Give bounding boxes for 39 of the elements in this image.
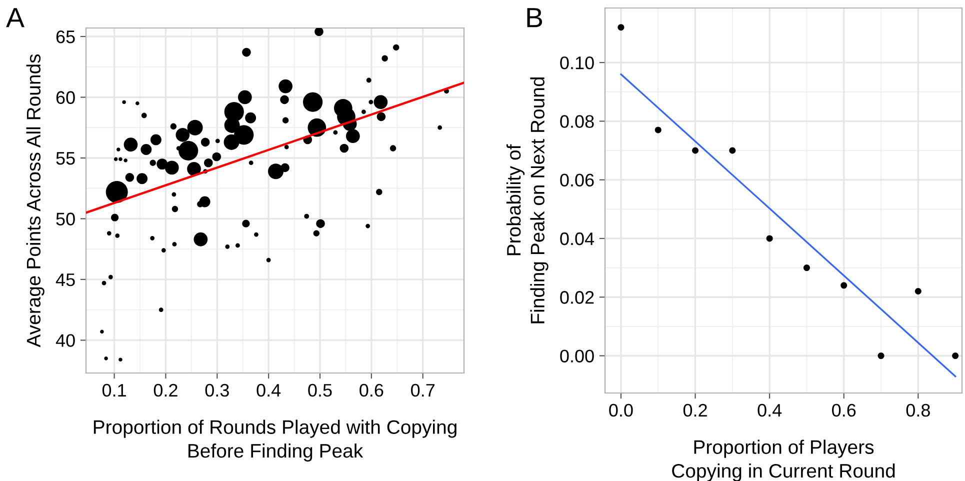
point <box>952 352 959 360</box>
y-tick-label: 45 <box>56 274 75 286</box>
chart-title: B <box>527 8 542 28</box>
y-tick-label: 60 <box>56 91 75 104</box>
y-tick-label: 65 <box>56 30 75 44</box>
point <box>914 288 922 295</box>
y-tick-label: 0.00 <box>560 350 594 362</box>
x-tick-label: 0.8 <box>906 404 930 417</box>
y-tick-label: 40 <box>56 334 75 347</box>
x-tick-label: 0.5 <box>308 384 332 397</box>
y-tick-label: 0.10 <box>560 56 594 70</box>
point <box>654 126 662 134</box>
point <box>803 264 810 272</box>
point <box>840 282 848 289</box>
point <box>729 147 736 154</box>
y-tick-label: 0.06 <box>560 174 594 187</box>
point <box>878 352 884 360</box>
y-tick-label: 0.02 <box>560 291 594 304</box>
point <box>766 235 773 242</box>
x-tick-label: 0.7 <box>411 384 434 397</box>
x-tick-label: 0.6 <box>832 404 856 417</box>
x-tick-label: 0.2 <box>683 404 707 417</box>
y-tick-label: 55 <box>56 152 75 165</box>
x-tick-label: 0.2 <box>154 384 178 397</box>
chart-title: A <box>6 8 24 28</box>
y-axis-title: Average Points Across All Rounds <box>26 54 44 348</box>
point <box>692 147 699 154</box>
y-axis-title: Probability of Finding Peak on Next Round <box>506 77 548 324</box>
x-tick-label: 0.6 <box>360 384 384 397</box>
x-tick-label: 0.4 <box>758 404 782 417</box>
y-tick-label: 0.08 <box>560 115 594 128</box>
x-tick-label: 0.4 <box>256 384 281 397</box>
x-axis-title: Proportion of Rounds Played with Copying Before Finding Peak <box>94 420 456 462</box>
x-tick-label: 0.3 <box>205 384 229 397</box>
x-tick-label: 0.1 <box>102 384 126 397</box>
x-tick-label: 0.0 <box>609 404 633 417</box>
y-tick-label: 0.04 <box>560 232 594 246</box>
y-tick-label: 50 <box>56 212 75 226</box>
point <box>618 24 624 31</box>
